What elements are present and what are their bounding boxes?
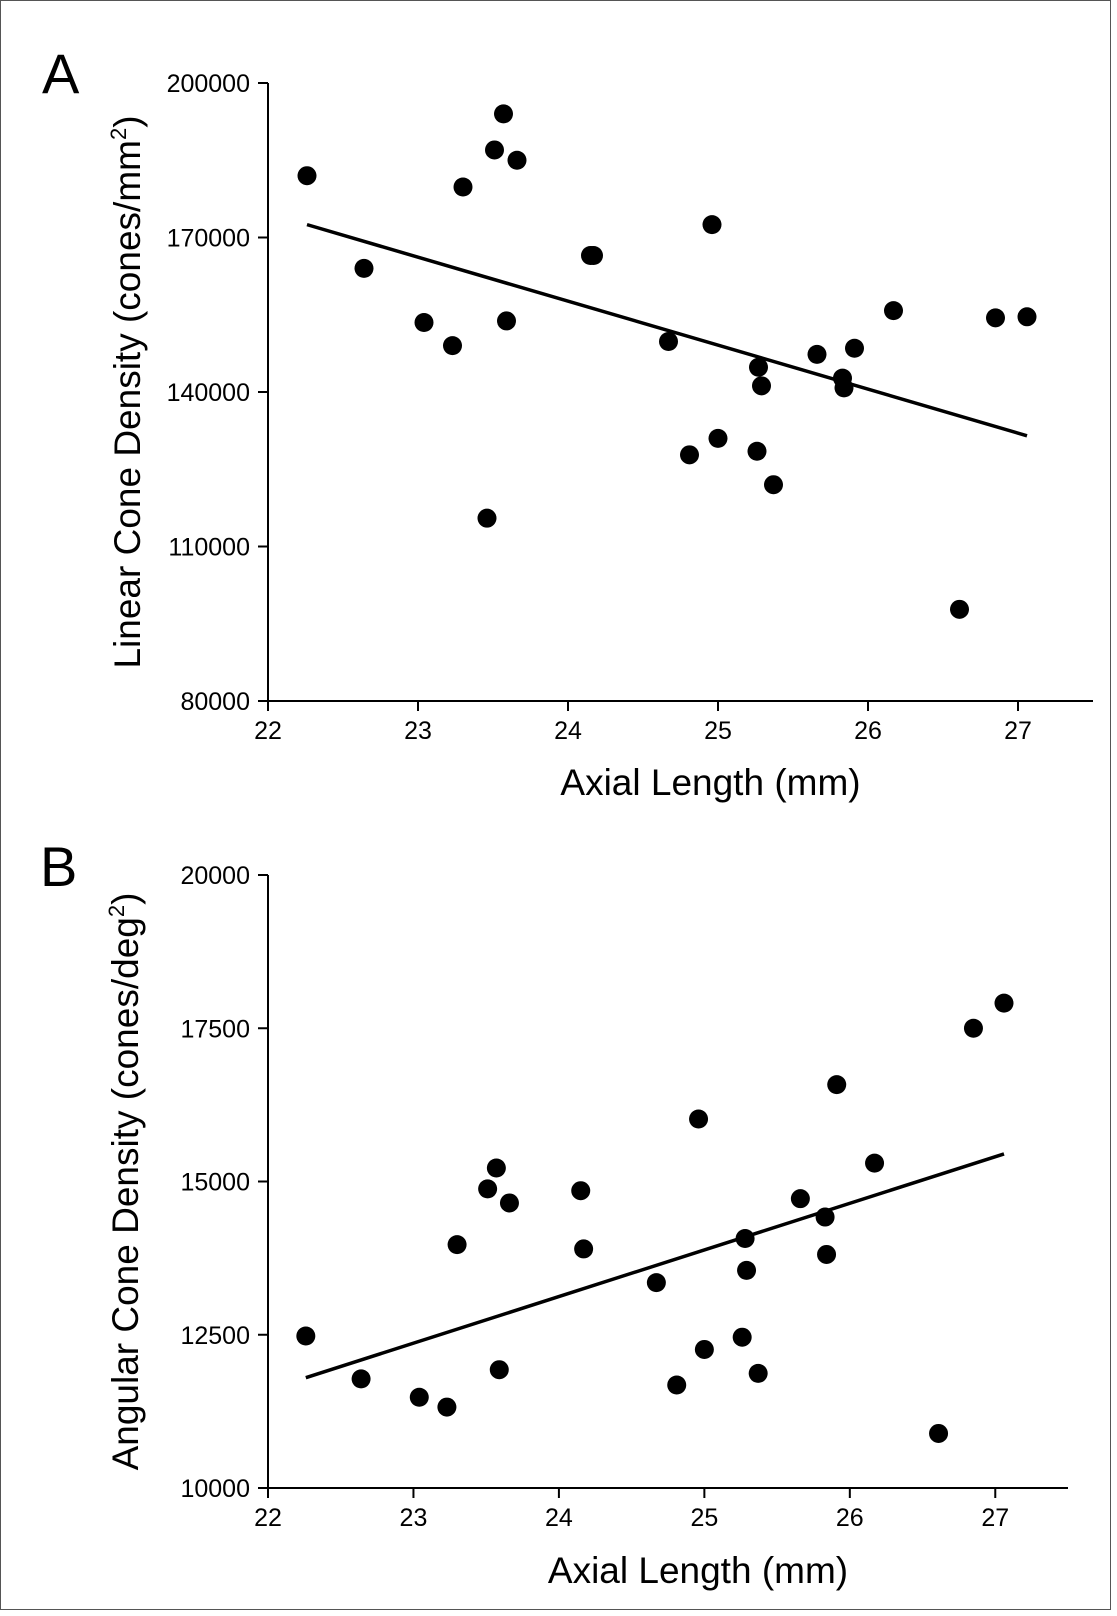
data-point [834, 378, 854, 398]
data-point [437, 1397, 457, 1417]
x-axis-title: Axial Length (mm) [560, 762, 860, 803]
x-tick-label: 26 [836, 1504, 864, 1532]
data-point [815, 1207, 835, 1227]
data-point [1017, 307, 1037, 327]
data-point [646, 1273, 666, 1293]
x-tick-label: 27 [1004, 717, 1032, 745]
y-tick-label: 200000 [167, 70, 250, 98]
data-point [817, 1244, 837, 1264]
data-point [807, 344, 827, 364]
x-tick-label: 22 [254, 717, 282, 745]
data-point [443, 336, 462, 356]
data-point [865, 1153, 885, 1173]
data-point [752, 376, 771, 396]
y-tick-label: 170000 [167, 225, 250, 253]
data-point [296, 1326, 316, 1346]
data-point [477, 508, 497, 528]
data-point [507, 150, 527, 170]
y-axis-title: Angular Cone Density (cones/deg2) [104, 893, 146, 1471]
trendline [305, 1152, 1005, 1380]
trendline [306, 222, 1028, 438]
x-tick-label: 26 [854, 717, 882, 745]
y-tick-label: 20000 [180, 862, 250, 890]
data-point [963, 1018, 983, 1038]
y-tick-label: 15000 [180, 1169, 250, 1197]
data-point [499, 1193, 519, 1213]
data-point [749, 357, 768, 377]
data-point [354, 258, 374, 278]
y-tick-label: 80000 [180, 688, 250, 716]
x-axis-title: Axial Length (mm) [548, 1550, 848, 1591]
x-tick-label: 25 [690, 1504, 718, 1532]
data-point [884, 301, 903, 321]
y-tick-label: 110000 [168, 534, 250, 562]
data-point [748, 1363, 768, 1383]
data-point [735, 1229, 755, 1249]
x-tick-label: 23 [400, 1504, 428, 1532]
data-point [732, 1327, 752, 1347]
y-tick-label: 10000 [180, 1475, 250, 1503]
data-point [453, 177, 473, 197]
data-point [737, 1260, 757, 1280]
data-point [986, 308, 1005, 328]
data-point [747, 441, 767, 461]
panel-b: B 22 23 24 25 26 27 10000 12500 15000 17500 20000 Ax… [40, 835, 1068, 1591]
y-tick-label: 140000 [167, 379, 250, 407]
data-point [659, 332, 678, 352]
data-point [950, 599, 969, 619]
data-point [497, 311, 516, 331]
panel-a: A 22 23 24 25 26 27 80000 110000 140000 170000 2000… [42, 42, 1093, 803]
x-tick-label: 25 [704, 717, 732, 745]
data-point [694, 1339, 714, 1359]
data-point [845, 338, 864, 358]
data-point [764, 475, 783, 495]
panel-letter: A [42, 42, 80, 105]
data-point [708, 428, 728, 448]
data-point [790, 1189, 810, 1209]
data-point [351, 1369, 371, 1389]
data-point [478, 1179, 498, 1199]
data-point [571, 1181, 591, 1201]
data-point [485, 140, 504, 160]
y-tick-label: 12500 [180, 1322, 250, 1350]
data-point [489, 1360, 509, 1380]
data-point [667, 1375, 687, 1395]
y-axis-title: Linear Cone Density (cones/mm2) [106, 115, 148, 668]
panel-letter: B [40, 835, 77, 898]
x-tick-label: 27 [981, 1504, 1009, 1532]
data-point [702, 215, 722, 235]
data-point [297, 166, 317, 186]
data-point [574, 1239, 594, 1259]
data-point [486, 1158, 506, 1178]
data-point [994, 993, 1014, 1013]
x-tick-label: 24 [554, 717, 582, 745]
data-point [929, 1423, 949, 1443]
data-point [409, 1387, 429, 1407]
x-tick-label: 23 [404, 717, 432, 745]
x-tick-label: 24 [545, 1504, 573, 1532]
data-point [447, 1235, 467, 1255]
data-point [689, 1109, 709, 1129]
data-point [827, 1075, 847, 1095]
y-tick-label: 17500 [180, 1015, 250, 1043]
data-point [584, 246, 603, 266]
x-tick-label: 22 [254, 1504, 282, 1532]
data-point [494, 104, 513, 124]
data-point [680, 445, 699, 465]
data-point [414, 312, 434, 332]
